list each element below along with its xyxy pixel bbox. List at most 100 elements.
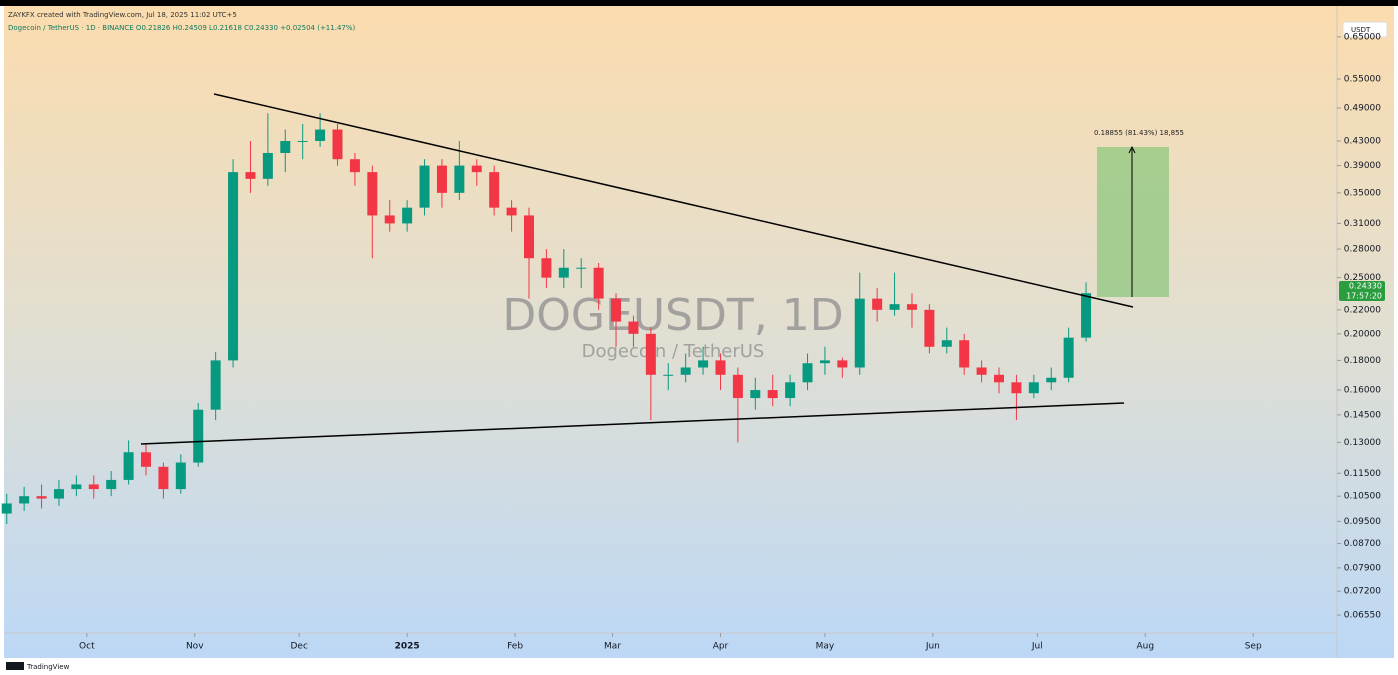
x-tick-label: 2025 (395, 642, 420, 652)
candle-body (158, 466, 169, 490)
candle-body (454, 165, 465, 193)
attribution: ZAYKFX created with TradingView.com, Jul… (8, 11, 237, 19)
candle-body (680, 367, 691, 375)
y-tick-label: 0.49000 (1344, 104, 1381, 114)
candle-body (297, 140, 308, 142)
x-tick-label: May (816, 642, 835, 652)
y-tick-label: 0.13000 (1344, 438, 1381, 448)
watermark-title: DOGEUSDT, 1D (502, 290, 843, 341)
currency-button[interactable] (1342, 21, 1388, 38)
candle-body (872, 298, 883, 310)
x-tick-label: Sep (1245, 642, 1262, 652)
x-tick-label: Mar (604, 642, 621, 652)
candle-body (976, 367, 987, 375)
candle-body (193, 409, 204, 463)
y-tick-label: 0.18000 (1344, 356, 1381, 366)
x-tick-label: Aug (1136, 642, 1154, 652)
candle-body (854, 298, 865, 368)
candle-body (523, 215, 534, 259)
candle-body (628, 321, 639, 334)
candle-body (541, 258, 552, 278)
candle-body (1, 503, 12, 514)
candle-body (1046, 377, 1057, 383)
candle-body (71, 484, 82, 490)
candle-body (819, 360, 830, 364)
candle-body (1028, 382, 1039, 394)
candle-body (593, 267, 604, 299)
candle-body (506, 207, 517, 216)
y-tick-label: 0.07900 (1344, 563, 1381, 573)
candle-body (489, 172, 500, 208)
x-tick-label: Nov (186, 642, 204, 652)
y-tick-label: 0.39000 (1344, 161, 1381, 171)
candle-body (663, 374, 674, 376)
candle-body (645, 333, 656, 375)
y-tick-label: 0.25000 (1344, 273, 1381, 283)
x-tick-label: Jun (925, 642, 940, 652)
x-tick-label: Dec (290, 642, 307, 652)
last-price: 0.24330 (1349, 282, 1382, 291)
candle-body (471, 165, 482, 173)
candle-body (88, 484, 99, 490)
x-tick-label: Jul (1031, 642, 1043, 652)
candle-body (837, 360, 848, 368)
candle-body (280, 140, 291, 153)
y-tick-label: 0.07200 (1344, 587, 1381, 597)
watermark-subtitle: Dogecoin / TetherUS (582, 341, 765, 362)
y-tick-label: 0.31000 (1344, 219, 1381, 229)
y-tick-label: 0.14500 (1344, 410, 1381, 420)
candle-body (262, 152, 273, 179)
candle-body (245, 172, 256, 179)
candle-body (750, 390, 761, 399)
candle-body (558, 267, 569, 278)
candle-body (53, 489, 64, 499)
candle-body (228, 172, 239, 361)
candle-body (924, 309, 935, 347)
y-tick-label: 0.16000 (1344, 386, 1381, 396)
candle-body (315, 129, 326, 141)
candle-body (175, 462, 186, 490)
candle-body (941, 340, 952, 347)
y-tick-label: 0.10500 (1344, 492, 1381, 502)
y-tick-label: 0.06550 (1344, 611, 1381, 621)
brand: TradingView (26, 663, 70, 671)
last-price-badge (1339, 281, 1385, 301)
candle-body (802, 363, 813, 383)
candle-body (123, 452, 134, 480)
resistance-trendline (213, 93, 1134, 308)
candle-body (1063, 337, 1074, 378)
candle-body (611, 298, 622, 322)
y-tick-label: 0.28000 (1344, 245, 1381, 255)
y-tick-label: 0.11500 (1344, 469, 1381, 479)
candle-body (698, 360, 709, 368)
candle-body (419, 165, 430, 208)
candle-body (959, 340, 970, 368)
y-tick-label: 0.65000 (1344, 32, 1381, 42)
candle-body (436, 165, 447, 193)
candle-body (106, 479, 117, 490)
candle-body (785, 382, 796, 399)
currency-label: USDT (1351, 26, 1371, 34)
candle-body (210, 360, 221, 410)
candle-body (384, 215, 395, 224)
candle-body (576, 267, 587, 269)
countdown: 17:57:20 (1346, 292, 1382, 301)
candle-body (1081, 293, 1092, 338)
measure-arrowhead (1128, 145, 1136, 154)
y-tick-label: 0.35000 (1344, 188, 1381, 198)
x-tick-label: Apr (713, 642, 729, 652)
candle-body (349, 159, 360, 173)
y-tick-label: 0.20000 (1344, 329, 1381, 339)
candle-body (367, 172, 378, 216)
candle-body (402, 207, 413, 224)
y-tick-label: 0.09500 (1344, 517, 1381, 527)
candle-body (767, 390, 778, 399)
candle-body (994, 374, 1005, 383)
candle-body (715, 360, 726, 375)
candle-body (141, 452, 152, 467)
candle-body (1011, 382, 1022, 394)
support-trendline (140, 402, 1125, 445)
measure-box (1097, 147, 1169, 297)
